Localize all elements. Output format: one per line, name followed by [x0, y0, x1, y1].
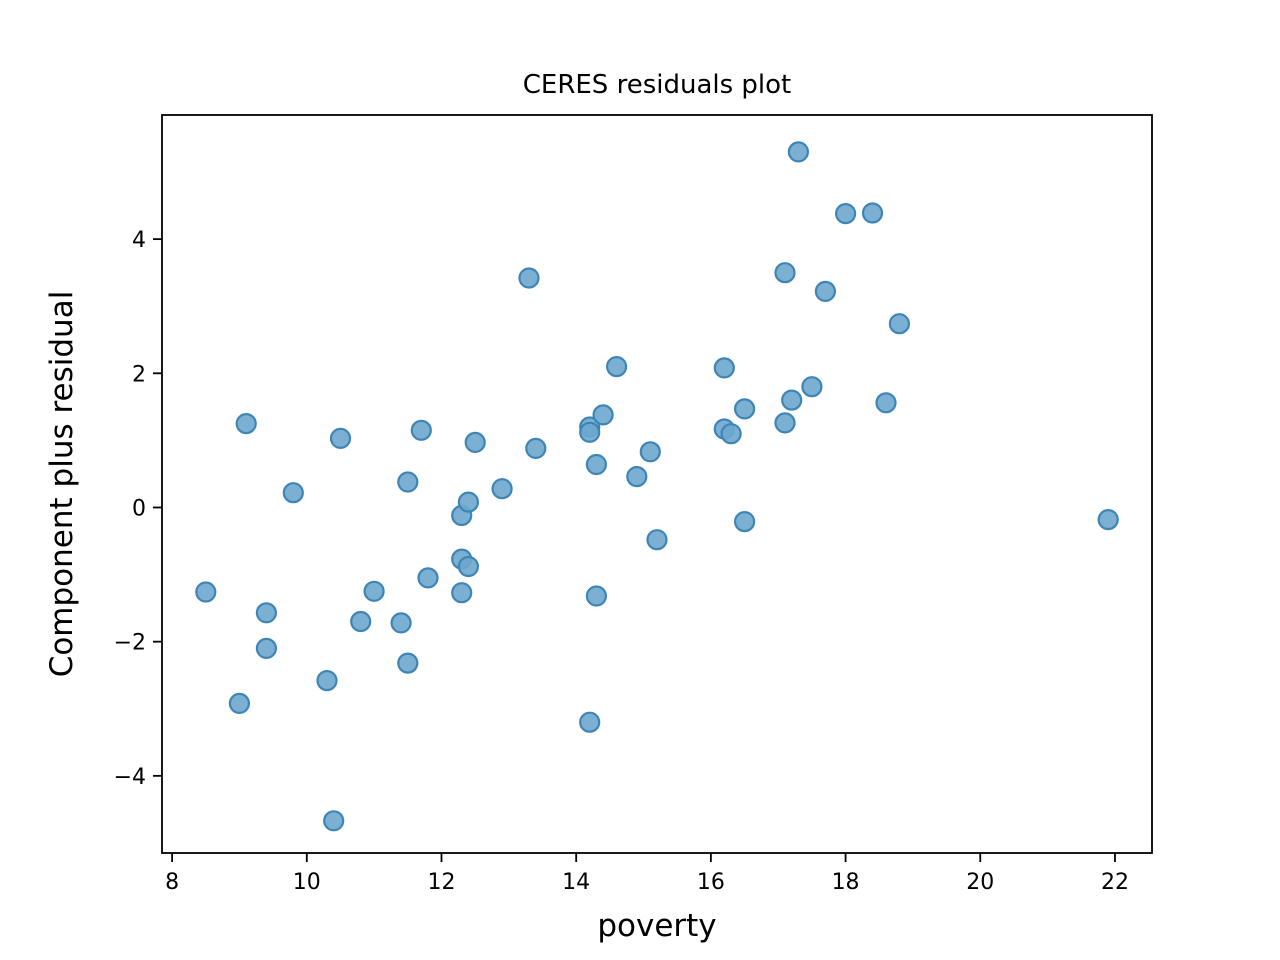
data-point [397, 652, 419, 674]
data-point [329, 427, 352, 449]
data-point [491, 478, 513, 500]
x-tick-label: 20 [966, 870, 994, 895]
data-point [410, 419, 432, 441]
data-point [282, 482, 304, 504]
x-tick-label: 16 [697, 870, 725, 895]
data-point [733, 510, 756, 533]
data-point [605, 356, 628, 378]
x-tick-label: 10 [293, 870, 321, 895]
x-tick-label: 8 [165, 870, 179, 895]
data-point [363, 580, 385, 602]
y-tick-label: 2 [132, 362, 146, 387]
data-point [774, 262, 796, 284]
x-tick-label: 22 [1101, 870, 1129, 895]
data-point [787, 141, 810, 163]
y-tick-label: −2 [114, 631, 146, 656]
x-tick-label: 12 [427, 870, 455, 895]
data-point [713, 357, 735, 379]
x-axis-label: poverty [597, 908, 717, 944]
data-point [834, 203, 857, 225]
data-point [801, 376, 823, 398]
y-tick-label: −4 [114, 765, 146, 790]
data-point [1097, 508, 1119, 531]
data-point [774, 412, 796, 434]
data-point [579, 421, 601, 443]
data-point [861, 202, 884, 224]
data-point [255, 637, 277, 660]
y-axis-label: Component plus residual [44, 290, 80, 678]
data-point [390, 612, 412, 634]
chart-title: CERES residuals plot [522, 70, 792, 100]
data-point [457, 491, 479, 513]
data-point [397, 471, 419, 493]
data-point [875, 392, 897, 414]
data-point [323, 810, 345, 832]
y-tick-label: 4 [132, 228, 146, 253]
data-point [585, 453, 608, 476]
x-tick-label: 18 [832, 870, 860, 895]
data-point [592, 404, 614, 426]
data-point [457, 555, 479, 578]
data-point [585, 585, 608, 607]
data-point [733, 398, 756, 420]
data-point [417, 567, 439, 589]
y-tick-label: 0 [132, 496, 146, 521]
data-point [720, 423, 742, 445]
data-point [235, 413, 257, 435]
data-point [781, 389, 803, 411]
data-point [888, 313, 911, 335]
data-point [646, 529, 668, 551]
plot-border [161, 114, 1153, 854]
data-point [518, 267, 540, 289]
data-point [316, 669, 338, 692]
data-point [350, 610, 372, 633]
data-point [195, 581, 217, 603]
data-point [626, 466, 648, 488]
data-point [228, 692, 250, 715]
x-tick-label: 14 [562, 870, 590, 895]
data-point [464, 431, 486, 453]
data-point [639, 441, 661, 463]
data-point [814, 280, 837, 302]
data-point [451, 582, 473, 604]
data-point [255, 602, 277, 624]
data-point [525, 437, 547, 459]
data-point [579, 711, 601, 733]
